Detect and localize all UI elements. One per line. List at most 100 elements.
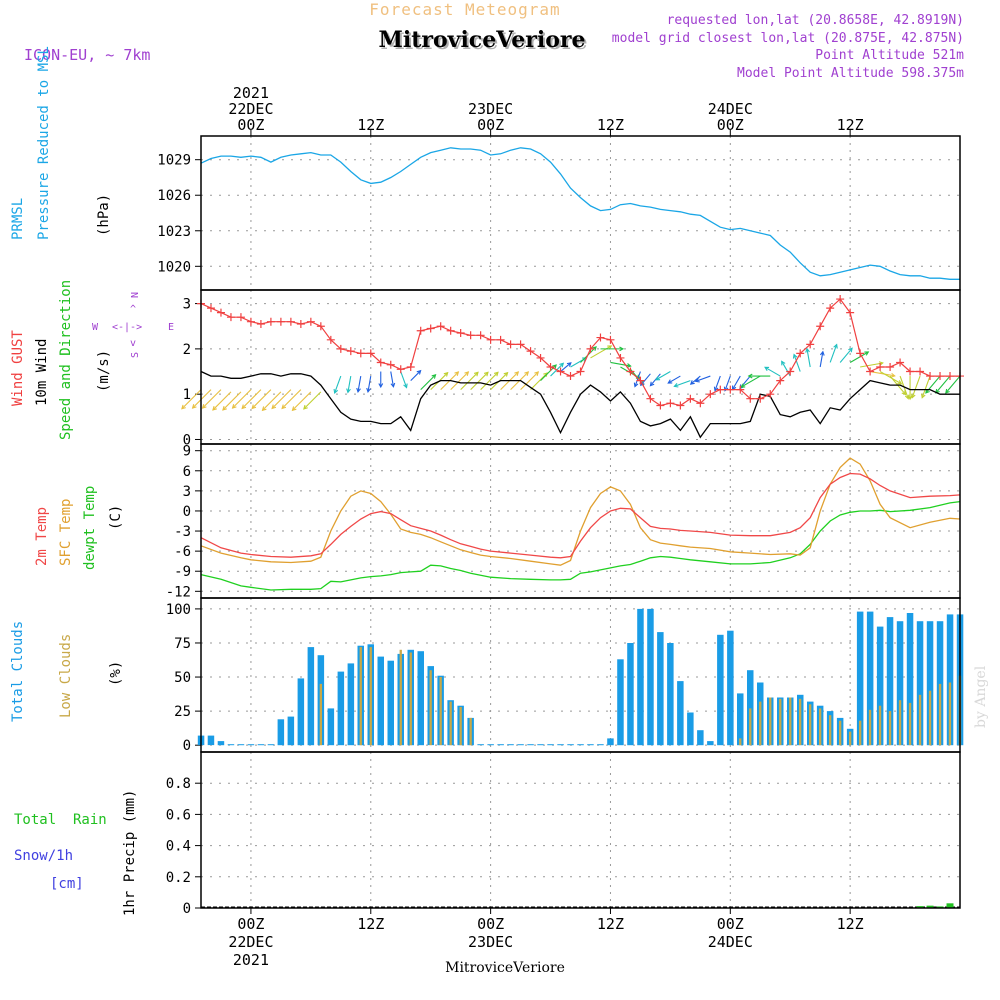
wind-arrow-head (483, 371, 489, 377)
wind-arrow-head (592, 346, 597, 351)
wind-ytick-label: 1 (183, 387, 191, 403)
gust-marker (556, 367, 565, 376)
total-cloud-bar (477, 744, 484, 746)
gust-marker (696, 399, 705, 408)
temp-ytick-label: 9 (183, 444, 191, 460)
total-cloud-bar (946, 614, 954, 746)
total-cloud-bar (677, 681, 684, 746)
gust-marker (466, 331, 475, 340)
sfc-label: SFC Temp (58, 499, 74, 566)
pressure-line (200, 147, 960, 280)
total-cloud-bar (876, 626, 884, 746)
wind-arrow-head (945, 388, 950, 394)
total-cloud-bar (737, 693, 744, 746)
gust-marker (736, 385, 745, 394)
wind-arrow-head (607, 345, 613, 350)
gust-marker (586, 344, 595, 353)
bottom-time-label: 12Z (597, 915, 624, 933)
wind-arrow (212, 391, 232, 411)
wind-label: 10m Wind (34, 339, 50, 406)
wind-arrow (530, 372, 548, 391)
low-cloud-bar (769, 697, 772, 746)
wind-arrow (222, 391, 242, 411)
total-cloud-bar (547, 744, 554, 746)
total-cloud-bar (377, 656, 384, 746)
gust-marker (416, 326, 425, 335)
wind-arrow-head (356, 387, 361, 393)
wind-arrow-head (633, 382, 639, 388)
snow-unit-label: [cm] (50, 876, 84, 892)
total-cloud-bar (866, 611, 874, 746)
wind-arrow-head (378, 383, 384, 389)
gust-marker (666, 399, 675, 408)
gust-marker (916, 367, 925, 376)
total-cloud-bar (307, 647, 315, 746)
wind-arrow (732, 375, 741, 390)
panel-frame (200, 443, 961, 599)
top-time-label: 24DEC (708, 100, 753, 118)
low-clouds-label: Low Clouds (58, 634, 74, 718)
wind-arrow (793, 354, 801, 372)
requested-coords: requested lon,lat (20.8658E, 42.8919N) (667, 13, 964, 28)
low-cloud-bar (469, 717, 472, 746)
wind-arrow-head (740, 383, 746, 388)
gust-marker (506, 340, 515, 349)
gust-marker (406, 363, 415, 371)
clouds-ytick-label: 100 (166, 602, 191, 618)
low-cloud-bar (369, 647, 372, 746)
wind-arrow-head (251, 404, 257, 410)
wind-dir-label: Speed and Direction (58, 280, 74, 440)
total-cloud-bar (507, 744, 514, 746)
wind-arrow (181, 389, 202, 410)
wind-arrow-head (524, 371, 530, 376)
wind-arrow (281, 389, 302, 409)
wind-arrow-head (443, 371, 449, 377)
wind-arrow (849, 351, 869, 363)
low-cloud-bar (898, 700, 902, 746)
wind-ytick-label: 3 (183, 297, 191, 313)
wind-arrow-head (649, 381, 655, 387)
gust-marker (316, 322, 325, 331)
temp2m-label: 2m Temp (34, 507, 50, 566)
wind-arrow (819, 351, 824, 368)
total-cloud-bar (517, 744, 524, 746)
top-time-label: 23DEC (468, 100, 513, 118)
total-cloud-bar (217, 741, 225, 746)
gust-marker (546, 363, 555, 371)
wind-arrow (740, 375, 761, 388)
gust-marker (226, 313, 235, 322)
wind-arrow-head (431, 373, 437, 379)
wind-arrow (610, 361, 631, 367)
wind-arrow (400, 371, 408, 388)
wind-arrow (410, 370, 422, 381)
wind-arrow (271, 389, 292, 409)
wind-arrow (540, 364, 557, 381)
wind-arrow (590, 345, 612, 359)
bottom-time-label: 12Z (837, 915, 864, 933)
gust-marker (356, 349, 365, 358)
total-cloud-bar (697, 730, 704, 746)
total-cloud-bar (237, 744, 245, 746)
compass-n: N (130, 292, 141, 298)
total-cloud-bar (577, 744, 584, 746)
wind-arrow (667, 375, 681, 384)
total-cloud-bar (297, 678, 305, 746)
wind-arrow (870, 370, 895, 377)
total-cloud-bar (657, 632, 664, 746)
gust-marker (426, 324, 435, 333)
wind-arrow (480, 371, 499, 391)
wind-arrow-head (241, 404, 247, 410)
wind-arrow-head (271, 404, 277, 410)
total-cloud-bar (727, 630, 734, 746)
total-cloud-bar (497, 744, 504, 746)
wind-arrow-head (897, 380, 903, 385)
wind-arrow-head (723, 386, 729, 392)
total-cloud-bar (707, 741, 714, 746)
wind-arrow-head (921, 393, 926, 399)
wind-arrow-head (303, 404, 308, 410)
total-cloud-bar (287, 716, 295, 746)
bottom-time-label: 2021 (233, 951, 269, 969)
wind-arrow-head (805, 347, 810, 353)
low-cloud-bar (789, 697, 792, 746)
gust-marker (566, 372, 575, 381)
